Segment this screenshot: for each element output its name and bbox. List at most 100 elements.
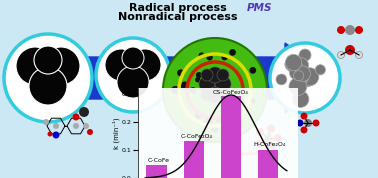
Circle shape	[217, 69, 229, 81]
Circle shape	[256, 140, 264, 148]
Circle shape	[212, 126, 218, 133]
Circle shape	[338, 51, 344, 59]
Circle shape	[195, 112, 201, 119]
Circle shape	[53, 132, 59, 138]
Circle shape	[230, 95, 237, 102]
Circle shape	[270, 43, 340, 113]
Circle shape	[53, 123, 59, 129]
Text: CS-CoFe₂O₄: CS-CoFe₂O₄	[213, 90, 249, 95]
Circle shape	[293, 66, 308, 80]
Circle shape	[105, 49, 137, 81]
Circle shape	[345, 25, 355, 35]
Circle shape	[181, 82, 189, 90]
Circle shape	[296, 119, 304, 127]
Circle shape	[301, 69, 311, 79]
Circle shape	[83, 123, 89, 129]
Circle shape	[43, 119, 49, 125]
Circle shape	[294, 71, 304, 81]
Circle shape	[229, 49, 236, 56]
Text: C-CoFe: C-CoFe	[147, 158, 169, 163]
Circle shape	[215, 76, 231, 92]
Circle shape	[48, 132, 53, 137]
Circle shape	[267, 124, 275, 132]
Circle shape	[215, 115, 222, 122]
Circle shape	[234, 101, 240, 108]
Bar	[258, 150, 279, 178]
Circle shape	[202, 120, 210, 128]
Circle shape	[256, 128, 264, 136]
Circle shape	[297, 73, 307, 83]
Circle shape	[206, 54, 213, 61]
Circle shape	[355, 51, 363, 59]
Circle shape	[301, 112, 307, 120]
Circle shape	[201, 69, 213, 81]
Circle shape	[96, 38, 170, 112]
Circle shape	[301, 68, 319, 86]
Circle shape	[207, 67, 223, 83]
Circle shape	[267, 143, 275, 151]
Bar	[184, 142, 204, 178]
Bar	[146, 165, 167, 178]
Circle shape	[207, 87, 223, 103]
Circle shape	[345, 45, 355, 55]
Circle shape	[199, 76, 215, 92]
Circle shape	[195, 77, 200, 82]
Circle shape	[355, 26, 363, 34]
Circle shape	[263, 133, 273, 143]
FancyArrow shape	[15, 43, 335, 113]
Text: H-CoFe₂O₄: H-CoFe₂O₄	[253, 142, 286, 147]
Circle shape	[4, 34, 92, 122]
Circle shape	[222, 54, 228, 60]
Circle shape	[290, 67, 303, 80]
Circle shape	[129, 49, 161, 81]
Circle shape	[298, 72, 308, 82]
Circle shape	[217, 89, 229, 101]
Circle shape	[190, 87, 196, 93]
Circle shape	[232, 99, 239, 106]
Circle shape	[251, 98, 256, 104]
Circle shape	[198, 52, 204, 58]
Circle shape	[203, 134, 211, 141]
Circle shape	[42, 47, 80, 85]
Circle shape	[204, 117, 213, 126]
Text: PMS: PMS	[247, 3, 273, 13]
Text: Nonradical process: Nonradical process	[118, 12, 238, 22]
Circle shape	[79, 107, 89, 117]
Circle shape	[16, 47, 54, 85]
Circle shape	[73, 123, 79, 129]
Text: C-CoFe₂O₄: C-CoFe₂O₄	[181, 134, 213, 139]
Circle shape	[274, 134, 282, 142]
Circle shape	[201, 89, 213, 101]
Y-axis label: k (min⁻¹): k (min⁻¹)	[113, 117, 121, 149]
Circle shape	[171, 86, 180, 94]
Circle shape	[29, 67, 67, 105]
Bar	[221, 96, 241, 178]
Circle shape	[337, 26, 345, 34]
Circle shape	[297, 65, 308, 76]
Circle shape	[285, 57, 299, 71]
Circle shape	[177, 69, 184, 76]
Circle shape	[163, 38, 267, 142]
Circle shape	[299, 49, 311, 61]
Circle shape	[302, 76, 313, 87]
Circle shape	[34, 46, 62, 74]
Circle shape	[304, 119, 312, 127]
Circle shape	[73, 114, 79, 121]
Circle shape	[196, 72, 202, 78]
Circle shape	[294, 70, 309, 84]
Text: Radical process: Radical process	[129, 3, 227, 13]
Circle shape	[293, 91, 309, 108]
Circle shape	[285, 54, 302, 71]
Circle shape	[289, 78, 307, 95]
Circle shape	[313, 119, 319, 127]
Circle shape	[237, 95, 244, 102]
Circle shape	[276, 74, 287, 85]
Circle shape	[87, 129, 93, 135]
Circle shape	[117, 66, 149, 98]
Circle shape	[301, 126, 307, 134]
Circle shape	[287, 59, 302, 74]
Circle shape	[295, 66, 310, 82]
Circle shape	[122, 47, 144, 69]
Circle shape	[315, 65, 325, 75]
Circle shape	[249, 67, 256, 74]
